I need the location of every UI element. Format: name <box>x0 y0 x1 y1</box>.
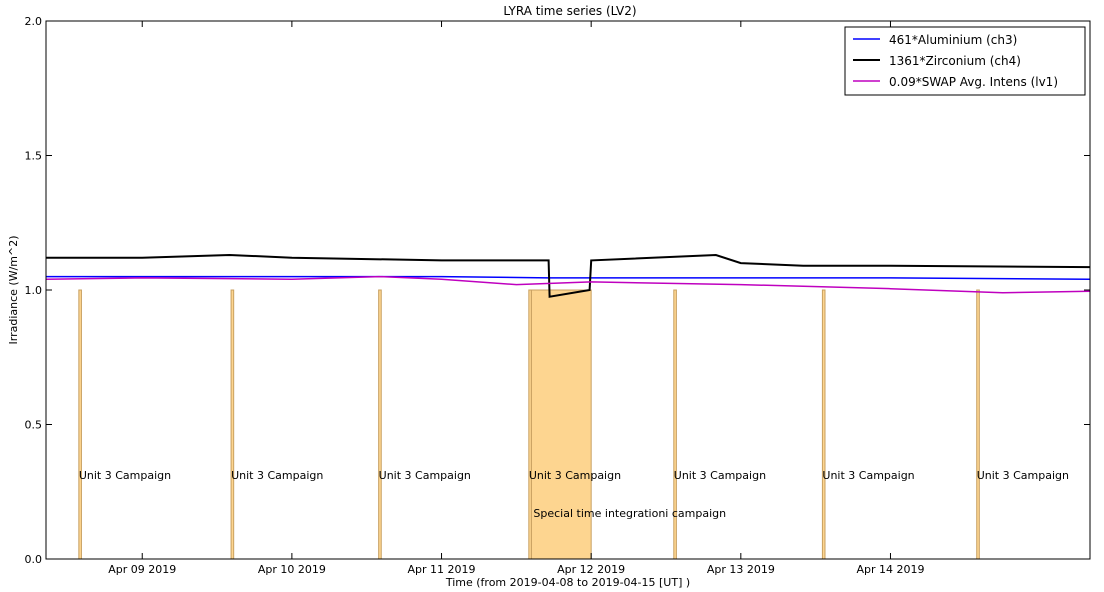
legend-label: 0.09*SWAP Avg. Intens (lv1) <box>889 75 1058 89</box>
annotation-layer: Unit 3 Campaign Unit 3 Campaign Unit 3 Cam… <box>79 469 1069 520</box>
y-tick-label: 0.0 <box>25 553 43 566</box>
campaign-label: Unit 3 Campaign <box>231 469 323 482</box>
campaign-label: Unit 3 Campaign <box>674 469 766 482</box>
y-tick-label: 1.0 <box>25 284 43 297</box>
campaign-label: Unit 3 Campaign <box>79 469 171 482</box>
x-tick-label: Apr 10 2019 <box>258 563 326 576</box>
series-layer <box>45 253 1091 298</box>
axis-layer: 0.0 0.5 1.0 1.5 2.0 Apr 09 2019 Apr 10 2019 Apr… <box>25 15 1090 576</box>
y-tick-label: 1.5 <box>25 150 43 163</box>
y-axis-label: Irradiance (W/m^2) <box>7 236 20 345</box>
campaign-label: Unit 3 Campaign <box>822 469 914 482</box>
campaign-label: Unit 3 Campaign <box>379 469 471 482</box>
campaign-label: Unit 3 Campaign <box>529 469 621 482</box>
campaign-bar <box>976 289 980 560</box>
special-campaign-label: Special time integrationi campaign <box>533 507 726 520</box>
campaign-bar <box>78 289 82 560</box>
x-axis-label: Time (from 2019-04-08 to 2019-04-15 [UT]… <box>445 576 690 589</box>
series-line-2 <box>46 253 1091 298</box>
legend-label: 1361*Zirconium (ch4) <box>889 54 1021 68</box>
campaign-layer <box>78 289 980 560</box>
series-line-1 <box>46 275 1091 280</box>
chart-title: LYRA time series (LV2) <box>503 4 636 18</box>
y-tick-label: 2.0 <box>25 15 43 28</box>
y-tick-label: 0.5 <box>25 419 43 432</box>
campaign-label: Unit 3 Campaign <box>977 469 1069 482</box>
x-tick-label: Apr 09 2019 <box>108 563 176 576</box>
campaign-bar <box>530 289 592 560</box>
legend-label: 461*Aluminium (ch3) <box>889 33 1017 47</box>
legend: 461*Aluminium (ch3) 1361*Zirconium (ch4) 0… <box>844 26 1086 96</box>
x-tick-label: Apr 11 2019 <box>408 563 476 576</box>
campaign-bar <box>230 289 235 560</box>
x-tick-label: Apr 12 2019 <box>557 563 625 576</box>
series-line-3 <box>45 275 1091 294</box>
legend-box <box>844 26 1086 96</box>
x-tick-label: Apr 14 2019 <box>856 563 924 576</box>
campaign-bar <box>378 289 382 560</box>
campaign-bar <box>821 289 826 560</box>
x-tick-label: Apr 13 2019 <box>707 563 775 576</box>
